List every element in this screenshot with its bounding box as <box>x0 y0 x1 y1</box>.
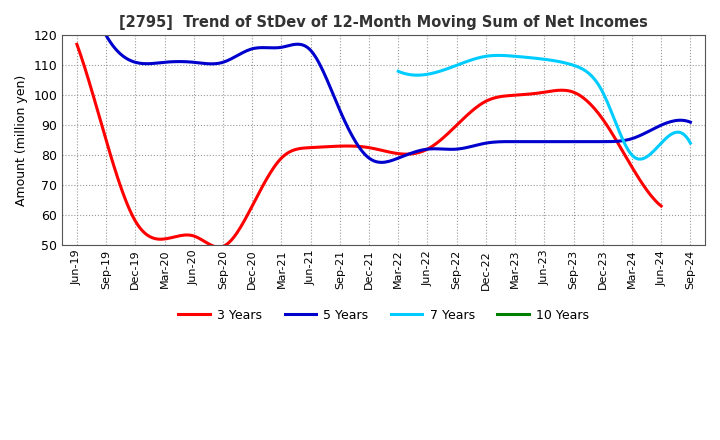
Legend: 3 Years, 5 Years, 7 Years, 10 Years: 3 Years, 5 Years, 7 Years, 10 Years <box>174 304 594 327</box>
Y-axis label: Amount (million yen): Amount (million yen) <box>15 74 28 206</box>
Title: [2795]  Trend of StDev of 12-Month Moving Sum of Net Incomes: [2795] Trend of StDev of 12-Month Moving… <box>120 15 648 30</box>
